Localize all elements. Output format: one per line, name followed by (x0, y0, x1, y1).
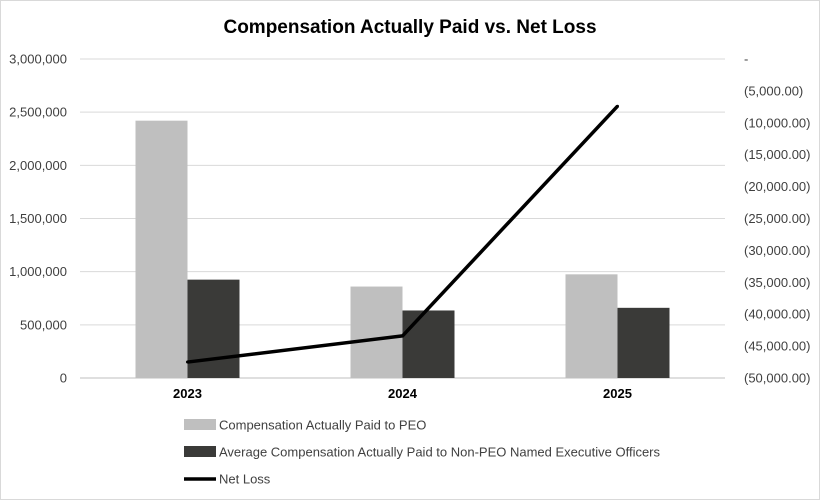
x-tick-label: 2024 (388, 386, 418, 401)
y-right-tick-label: (20,000.00) (744, 179, 811, 194)
bars (135, 120, 670, 378)
y-right-tick-label: (15,000.00) (744, 147, 811, 162)
peo-cap-bar (565, 274, 618, 378)
peo-cap-bar (135, 120, 188, 378)
x-tick-label: 2025 (603, 386, 632, 401)
y-right-tick-label: (10,000.00) (744, 115, 811, 130)
net-loss-point (186, 360, 189, 364)
y-left-tick-label: 3,000,000 (9, 52, 67, 67)
x-tick-label: 2023 (173, 386, 202, 401)
legend-swatch (184, 419, 216, 430)
y-right-tick-label: (45,000.00) (744, 339, 811, 354)
y-left-tick-label: 0 (60, 371, 67, 386)
y-right-tick-label: (35,000.00) (744, 275, 811, 290)
y-left-tick-label: 500,000 (20, 317, 67, 332)
y-left-tick-label: 1,500,000 (9, 211, 67, 226)
y-right-tick-label: (5,000.00) (744, 83, 803, 98)
net-loss-line-group (186, 104, 619, 364)
y-left-tick-label: 2,000,000 (9, 158, 67, 173)
y-right-tick-label: (25,000.00) (744, 211, 811, 226)
chart-title: Compensation Actually Paid vs. Net Loss (223, 17, 596, 38)
y-left-tick-label: 2,500,000 (9, 105, 67, 120)
y-right-tick-label: (30,000.00) (744, 243, 811, 258)
legend: Compensation Actually Paid to PEO Average… (184, 418, 661, 487)
neo-avg-cap-bar (617, 307, 670, 378)
y-right-tick-label: - (744, 52, 748, 67)
legend-label: Compensation Actually Paid to PEO (219, 418, 426, 433)
net-loss-point (616, 104, 619, 108)
neo-avg-cap-bar (187, 279, 240, 378)
axes: 0 500,000 1,000,000 1,500,000 2,000,000 2,500… (9, 52, 810, 402)
peo-cap-bar (350, 286, 403, 378)
net-loss-point (401, 334, 404, 338)
legend-label: Net Loss (219, 472, 271, 487)
legend-swatch (184, 446, 216, 457)
y-left-tick-label: 1,000,000 (9, 264, 67, 279)
legend-label: Average Compensation Actually Paid to No… (219, 445, 661, 460)
neo-avg-cap-bar (402, 310, 455, 378)
y-right-tick-label: (50,000.00) (744, 371, 811, 386)
y-right-tick-label: (40,000.00) (744, 307, 811, 322)
